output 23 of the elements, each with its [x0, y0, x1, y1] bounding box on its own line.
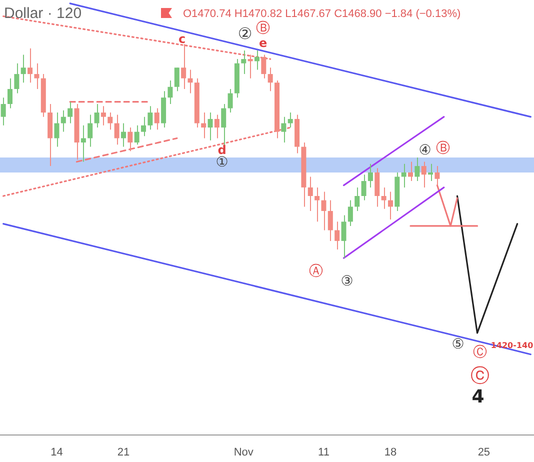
- annotation: ①: [216, 154, 228, 171]
- x-tick-label: 14: [50, 446, 63, 458]
- annotation: e: [258, 36, 268, 50]
- annotation: c: [178, 32, 186, 46]
- text: Ⓑ: [256, 20, 270, 37]
- text: 1420-140: [490, 341, 534, 350]
- x-tick-label: 25: [478, 446, 490, 458]
- chart-title: Dollar · 120: [4, 5, 82, 22]
- text: 4: [472, 386, 484, 408]
- text: Ⓒ: [473, 344, 487, 361]
- text: Ⓐ: [309, 264, 323, 280]
- text: ⓒ: [470, 364, 490, 387]
- x-tick-label: 18: [384, 446, 397, 458]
- text: ②: [238, 24, 252, 44]
- x-tick-label: 11: [318, 446, 330, 458]
- text: ⑤: [452, 336, 464, 353]
- text: ③: [340, 274, 354, 290]
- chart-subtitle: O1470.74 H1470.82 L1467.67 C1468.90 −1.84 (−0.13%): [183, 8, 461, 20]
- x-tick-label: 21: [117, 446, 130, 458]
- annotation: d: [218, 143, 226, 158]
- annotation: Ⓑ: [436, 140, 450, 157]
- annotation: ④: [418, 142, 432, 159]
- x-tick-label: Nov: [234, 446, 254, 458]
